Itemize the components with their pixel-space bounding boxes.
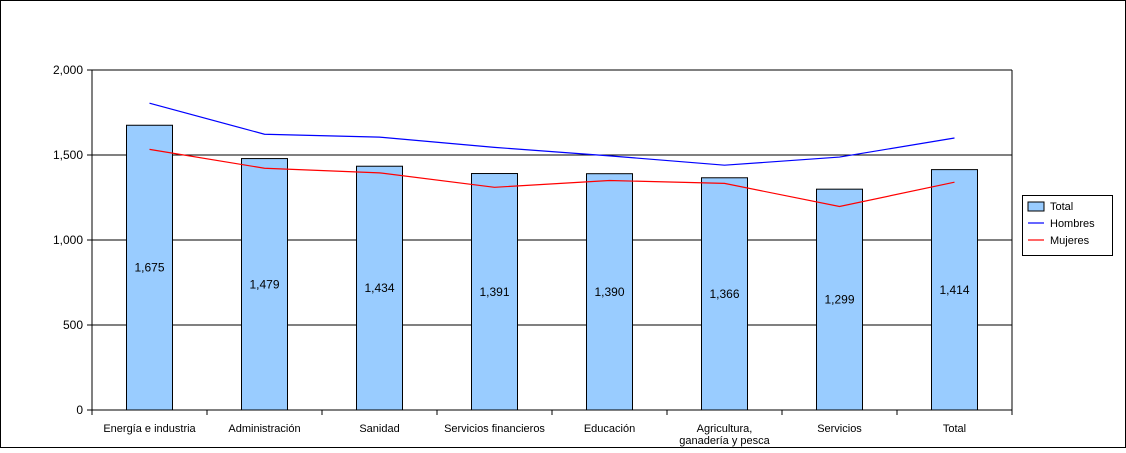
bar-data-label: 1,414 (939, 283, 969, 297)
y-tick-label: 0 (76, 403, 83, 417)
x-category-label: Total (943, 423, 966, 435)
x-category-label: Administración (228, 423, 300, 435)
legend-label-mujeres: Mujeres (1050, 235, 1090, 247)
x-category-label: Servicios (817, 423, 862, 435)
bar (701, 177, 748, 411)
legend: Total Hombres Mujeres (1022, 195, 1113, 256)
x-category-label: Sanidad (359, 423, 399, 435)
bar-data-label: 1,299 (824, 293, 854, 307)
bar (816, 188, 863, 411)
series-line-mujeres (149, 148, 955, 208)
y-tick-label: 1,000 (53, 233, 83, 247)
x-category-label: Educación (584, 423, 635, 435)
series-line-hombres (149, 102, 955, 166)
bars: 1,675 1,479 1,434 1,391 1,390 1,366 1,299 1,414 (126, 124, 978, 411)
y-tick-label: 1,500 (53, 148, 83, 162)
y-tick-label: 500 (63, 318, 83, 332)
x-category-label: Agricultura, (697, 423, 753, 435)
bar-data-label: 1,434 (364, 281, 394, 295)
x-category-label: Servicios financieros (444, 423, 545, 435)
bar-data-label: 1,479 (249, 277, 279, 291)
legend-label-total: Total (1050, 201, 1073, 213)
bar-data-label: 1,391 (479, 285, 509, 299)
series-lines (149, 102, 955, 208)
legend-swatch-total (1027, 201, 1045, 212)
axes: 0 500 1,000 1,500 2,000 Energía e industria Ad… (53, 63, 1013, 447)
y-tick-label: 2,000 (53, 63, 83, 77)
legend-label-hombres: Hombres (1050, 218, 1095, 230)
x-category-label: ganadería y pesca (679, 435, 770, 447)
bar-data-label: 1,390 (594, 285, 624, 299)
bar (931, 169, 978, 411)
bar-data-label: 1,366 (709, 287, 739, 301)
bar-data-label: 1,675 (134, 261, 164, 275)
bar (241, 158, 288, 411)
x-category-label: Energía e industria (103, 423, 196, 435)
